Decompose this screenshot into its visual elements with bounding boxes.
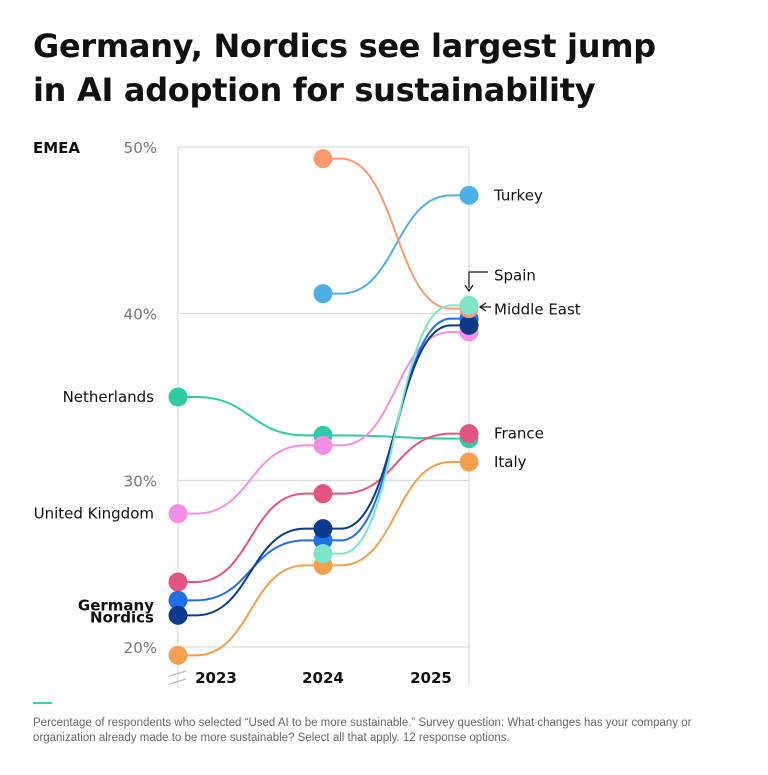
series-line (323, 304, 469, 555)
series-lines-layer (178, 157, 469, 657)
axis-break-mark (169, 670, 187, 677)
footnote: Percentage of respondents who selected “… (33, 717, 692, 744)
data-point (459, 424, 479, 444)
spain-pointer-arrow (468, 271, 488, 288)
x-tick-label: 2024 (302, 669, 344, 687)
y-tick-label: 40% (124, 306, 157, 324)
series-label: France (494, 425, 544, 443)
series-label: Italy (494, 453, 527, 471)
data-point (313, 284, 333, 304)
series-line (178, 396, 469, 440)
footer-accent-rule (33, 702, 52, 704)
y-tick-label: 50% (124, 139, 157, 157)
data-point (168, 504, 188, 524)
x-tick-label: 2023 (195, 669, 237, 687)
axis-break-mark (169, 678, 187, 685)
data-point (459, 452, 479, 472)
data-point (459, 185, 479, 205)
chart-title-line-2: in AI adoption for sustainability (33, 71, 596, 109)
data-points-layer (168, 149, 479, 665)
series-label: Nordics (90, 608, 154, 626)
data-point (313, 519, 333, 539)
series-line (323, 157, 469, 310)
data-point (168, 645, 188, 665)
series-label: United Kingdom (34, 505, 154, 523)
chart-title-line-1: Germany, Nordics see largest jump (33, 27, 656, 65)
series-line (178, 324, 469, 617)
y-tick-label: 30% (124, 472, 157, 490)
x-tick-label: 2025 (410, 669, 452, 687)
spain-pointer-arrowhead (464, 284, 474, 293)
data-point (459, 315, 479, 335)
region-label: EMEA (33, 139, 80, 157)
data-point (313, 484, 333, 504)
middle-east-pointer-arrowhead (478, 302, 487, 312)
data-point (313, 544, 333, 564)
y-tick-label: 20% (124, 639, 157, 657)
data-point (313, 435, 333, 455)
series-label: Germany (78, 596, 154, 614)
data-point (168, 605, 188, 625)
series-label: Turkey (493, 186, 543, 204)
chart-area: 20% 30% 40% 50% 2023 2024 2025 EMEA Netherlands… (33, 139, 581, 688)
series-label: Middle East (494, 301, 581, 319)
data-point (313, 149, 333, 169)
chart-title: Germany, Nordics see largest jump in AI … (33, 24, 733, 112)
labels-layer: 2023 2024 2025 EMEA Netherlands United Kingdo… (33, 139, 581, 687)
data-point (168, 590, 188, 610)
series-label: Spain (494, 266, 536, 284)
data-point (459, 295, 479, 315)
series-label: Netherlands (63, 388, 155, 406)
data-point (168, 572, 188, 592)
data-point (168, 387, 188, 407)
series-line (323, 194, 469, 295)
series-line (178, 317, 469, 602)
